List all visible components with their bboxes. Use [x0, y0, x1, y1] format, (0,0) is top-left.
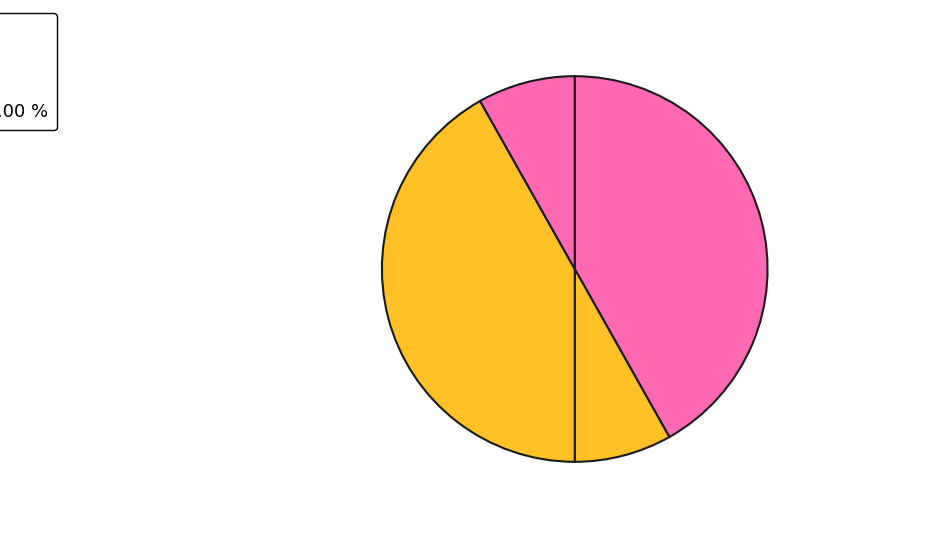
Legend: liver - 41.00 %, lung - 41.00 %, breast - 8.00 %, large_intestine - 8.00 %: liver - 41.00 %, lung - 41.00 %, breast …: [0, 13, 57, 130]
Wedge shape: [575, 269, 669, 462]
Wedge shape: [575, 76, 768, 437]
Wedge shape: [382, 101, 575, 462]
Wedge shape: [480, 76, 575, 269]
